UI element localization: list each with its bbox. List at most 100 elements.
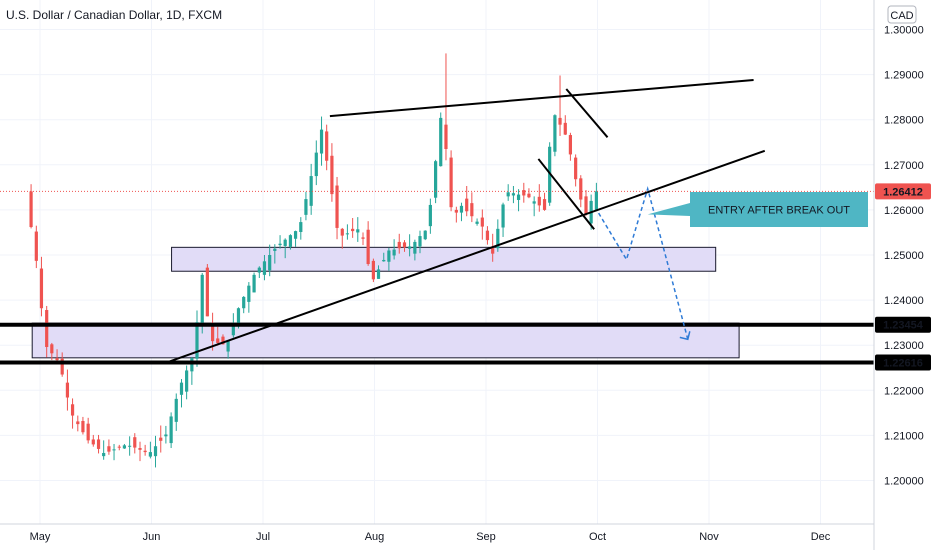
zones xyxy=(31,246,740,359)
candle-body xyxy=(459,205,464,213)
zone-rect xyxy=(171,246,717,272)
y-tick-label: 1.28000 xyxy=(884,115,924,127)
y-tick-label: 1.20000 xyxy=(884,476,924,488)
candle-body xyxy=(423,230,427,240)
candle-body xyxy=(319,129,324,154)
candle-body xyxy=(506,192,510,197)
candle-body xyxy=(366,229,370,265)
projection-path xyxy=(597,185,689,340)
candle-body xyxy=(283,239,287,246)
candle-body xyxy=(537,196,541,206)
candle-body xyxy=(221,336,225,345)
candle-body xyxy=(164,434,168,437)
y-tick-label: 1.21000 xyxy=(884,430,924,442)
level-high-label: 1.23454 xyxy=(883,320,924,332)
candle-body xyxy=(314,152,318,177)
candle-body xyxy=(153,446,158,457)
candle-body xyxy=(361,237,365,239)
candles xyxy=(29,53,598,468)
candle-body xyxy=(179,382,184,395)
projection-arrowhead xyxy=(679,331,691,341)
candle-body xyxy=(563,122,567,135)
currency-badge[interactable] xyxy=(887,5,917,24)
candle-body xyxy=(330,155,334,195)
candle-body xyxy=(273,248,277,251)
y-tick-label: 1.30000 xyxy=(884,25,924,37)
candle-body xyxy=(55,358,59,361)
candle-body xyxy=(117,446,121,448)
candle-body xyxy=(485,230,490,241)
x-tick-label: May xyxy=(30,531,51,543)
zone-rect xyxy=(31,322,740,359)
level-low-label: 1.22616 xyxy=(883,358,923,370)
candle-body xyxy=(449,157,453,208)
candle-body xyxy=(278,243,282,246)
price-tags: 1.26412 1.23454 1.22616 xyxy=(875,183,931,371)
candle-body xyxy=(299,222,303,232)
callout: ENTRY AFTER BREAK OUT xyxy=(647,192,868,227)
candle-body xyxy=(465,198,469,212)
candle-body xyxy=(288,235,293,247)
candle-body xyxy=(112,449,116,451)
candle-body xyxy=(39,268,44,309)
trendline xyxy=(565,88,609,138)
callout-text: ENTRY AFTER BREAK OUT xyxy=(708,205,850,217)
candle-body xyxy=(371,260,375,280)
candle-body xyxy=(211,322,215,342)
candle-body xyxy=(122,445,127,449)
chart-title: U.S. Dollar / Canadian Dollar, 1D, FXCM xyxy=(6,8,222,22)
candle-body xyxy=(50,344,54,354)
candle-body xyxy=(335,185,339,228)
candle-body xyxy=(382,259,386,262)
price-axis[interactable] xyxy=(874,0,932,524)
candle-body xyxy=(102,452,106,457)
candle-body xyxy=(351,228,355,232)
y-tick-label: 1.26000 xyxy=(884,205,924,217)
candle-body xyxy=(428,204,432,227)
candle-body xyxy=(434,161,438,198)
level-low-tag xyxy=(875,354,931,371)
y-tick-label: 1.27000 xyxy=(884,160,924,172)
x-tick-label: Sep xyxy=(476,531,496,543)
candle-body xyxy=(480,217,484,227)
y-tick-label: 1.23000 xyxy=(884,340,924,352)
candle-body xyxy=(226,341,230,352)
candle-body xyxy=(252,274,256,293)
x-tick-label: Jul xyxy=(256,531,270,543)
candle-body xyxy=(174,398,178,422)
candle-body xyxy=(527,193,531,198)
y-tick-label: 1.24000 xyxy=(884,295,924,307)
last-price-tag xyxy=(875,183,931,200)
candle-body xyxy=(542,199,547,210)
projection xyxy=(597,185,691,341)
candle-body xyxy=(128,445,132,447)
candle-body xyxy=(376,269,381,279)
candle-body xyxy=(76,421,80,425)
candle-body xyxy=(216,338,220,343)
candle-body xyxy=(475,221,479,224)
candle-body xyxy=(195,322,199,359)
candle-body xyxy=(70,404,75,416)
candle-body xyxy=(242,296,246,309)
candle-body xyxy=(148,452,152,457)
trendline xyxy=(329,79,754,118)
candle-body xyxy=(584,196,588,215)
candle-body xyxy=(491,246,495,254)
candle-body xyxy=(594,191,598,210)
candle-body xyxy=(143,450,147,453)
candle-body xyxy=(236,308,241,325)
candle-body xyxy=(402,242,407,248)
candle-body xyxy=(568,135,573,155)
candle-body xyxy=(397,241,401,249)
trendlines xyxy=(167,79,766,363)
candle-body xyxy=(340,228,344,236)
candle-body xyxy=(200,274,204,323)
candle-body xyxy=(293,231,298,239)
candle-body xyxy=(413,241,417,254)
candle-body xyxy=(107,446,111,452)
candle-body xyxy=(81,420,85,433)
levels xyxy=(0,190,874,365)
currency-label: CAD xyxy=(890,10,913,22)
